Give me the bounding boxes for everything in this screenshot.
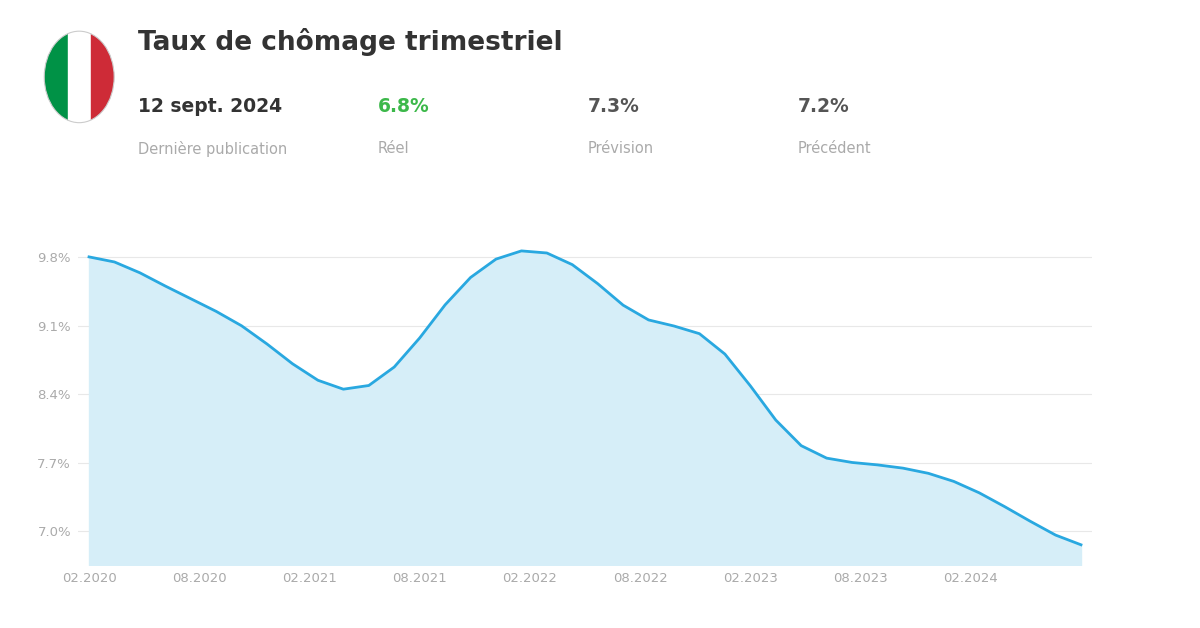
Text: Réel: Réel <box>378 141 409 156</box>
Text: 12 sept. 2024: 12 sept. 2024 <box>138 97 282 116</box>
Text: Dernière publication: Dernière publication <box>138 141 287 157</box>
Bar <box>44 31 67 122</box>
Text: Taux de chômage trimestriel: Taux de chômage trimestriel <box>138 28 563 57</box>
Text: 6.8%: 6.8% <box>378 97 430 116</box>
Text: Prévision: Prévision <box>588 141 654 156</box>
Text: Précédent: Précédent <box>798 141 871 156</box>
Text: 7.3%: 7.3% <box>588 97 640 116</box>
Circle shape <box>44 31 114 122</box>
Bar <box>67 31 91 122</box>
Bar <box>91 31 114 122</box>
Text: 7.2%: 7.2% <box>798 97 850 116</box>
